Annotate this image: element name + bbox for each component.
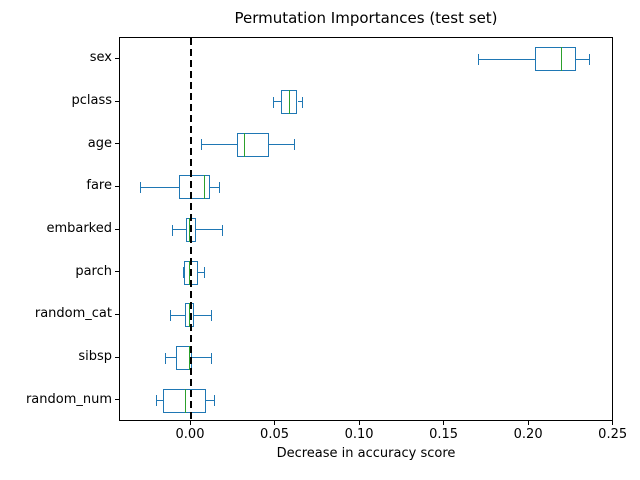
median-parch <box>188 260 190 285</box>
y-tick-label-fare: fare <box>86 178 112 194</box>
y-tick-mark <box>115 356 119 358</box>
cap-low-sibsp <box>164 352 166 364</box>
x-tick-mark <box>443 421 445 425</box>
whisker-low-pclass <box>273 101 281 103</box>
median-embarked <box>188 218 190 242</box>
box-random_cat <box>185 303 195 328</box>
whisker-high-random_cat <box>194 314 212 316</box>
whisker-low-sex <box>478 58 536 60</box>
whisker-high-random_num <box>206 399 215 401</box>
y-tick-label-embarked: embarked <box>46 221 112 236</box>
cap-low-sex <box>477 53 479 65</box>
whisker-high-parch <box>197 271 205 273</box>
x-axis-label: Decrease in accuracy score <box>276 446 456 461</box>
x-tick-label: 0.15 <box>429 427 459 442</box>
y-tick-mark <box>115 185 119 187</box>
cap-low-fare <box>139 181 141 193</box>
median-age <box>243 132 245 157</box>
cap-low-random_cat <box>169 309 171 321</box>
cap-low-embarked <box>171 224 173 236</box>
x-tick-label: 0.25 <box>598 427 628 442</box>
y-tick-mark <box>115 399 119 401</box>
cap-low-parch <box>183 267 185 279</box>
box-age <box>237 132 269 157</box>
whisker-low-age <box>201 143 238 145</box>
plot-area <box>119 37 613 421</box>
x-tick-label: 0.00 <box>175 427 205 442</box>
cap-high-parch <box>203 267 205 279</box>
cap-high-sex <box>589 53 591 65</box>
y-tick-mark <box>115 143 119 145</box>
x-tick-label: 0.10 <box>344 427 374 442</box>
median-random_cat <box>188 303 190 328</box>
median-pclass <box>289 90 291 114</box>
cap-high-age <box>294 139 296 151</box>
x-tick-mark <box>274 421 276 425</box>
x-tick-mark <box>612 421 614 425</box>
median-fare <box>203 175 205 200</box>
whisker-high-sex <box>575 58 590 60</box>
y-tick-label-random_num: random_num <box>25 391 112 407</box>
x-tick-mark <box>189 421 191 425</box>
box-fare <box>179 175 211 200</box>
whisker-low-random_num <box>157 399 164 401</box>
whisker-low-embarked <box>172 229 186 231</box>
y-tick-label-parch: parch <box>75 263 112 279</box>
cap-high-sibsp <box>210 352 212 364</box>
whisker-low-fare <box>140 186 180 188</box>
whisker-low-sibsp <box>165 357 176 359</box>
box-sex <box>535 47 576 72</box>
y-tick-label-sibsp: sibsp <box>78 349 112 364</box>
chart-title: Permutation Importances (test set) <box>234 9 498 27</box>
cap-low-random_num <box>156 395 158 407</box>
whisker-high-age <box>268 143 295 145</box>
box-pclass <box>280 90 298 114</box>
y-tick-mark <box>115 313 119 315</box>
median-sibsp <box>188 346 190 370</box>
whisker-high-pclass <box>297 101 303 103</box>
median-random_num <box>185 388 187 413</box>
y-tick-mark <box>115 271 119 273</box>
x-tick-label: 0.20 <box>513 427 543 442</box>
x-tick-label: 0.05 <box>260 427 289 442</box>
box-random_num <box>163 388 207 413</box>
y-tick-mark <box>115 228 119 230</box>
zero-reference-line <box>190 38 192 420</box>
y-tick-label-pclass: pclass <box>71 93 112 108</box>
cap-high-random_num <box>213 395 215 407</box>
cap-low-pclass <box>273 96 275 108</box>
cap-high-random_cat <box>210 309 212 321</box>
whisker-high-fare <box>210 186 220 188</box>
cap-high-pclass <box>301 96 303 108</box>
cap-high-fare <box>218 181 220 193</box>
y-tick-mark <box>115 57 119 59</box>
x-tick-mark <box>527 421 529 425</box>
y-tick-mark <box>115 100 119 102</box>
y-tick-label-sex: sex <box>89 50 112 66</box>
y-tick-label-random_cat: random_cat <box>34 306 112 322</box>
whisker-low-random_cat <box>170 314 186 316</box>
cap-low-age <box>201 139 203 151</box>
whisker-high-embarked <box>196 229 224 231</box>
whisker-high-sibsp <box>191 357 212 359</box>
x-tick-mark <box>358 421 360 425</box>
cap-high-embarked <box>222 224 224 236</box>
y-tick-label-age: age <box>87 135 112 151</box>
median-sex <box>561 47 563 72</box>
